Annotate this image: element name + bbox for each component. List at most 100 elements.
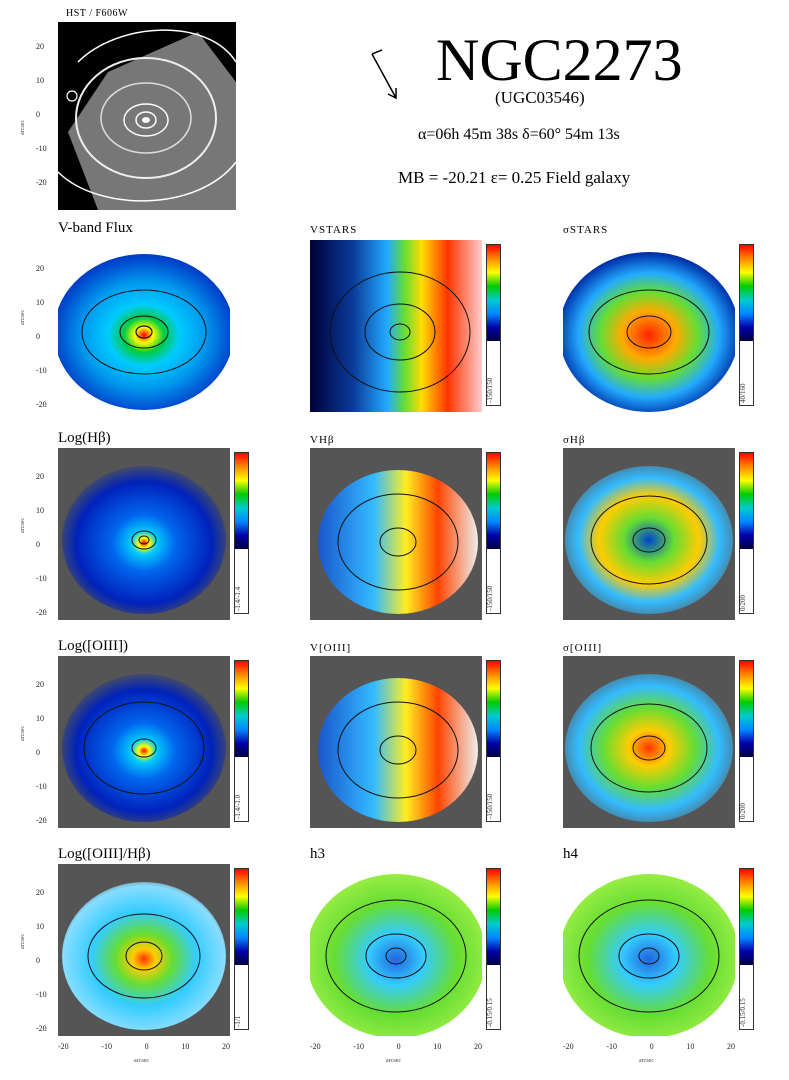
ytick: 0 — [36, 956, 40, 965]
yticks-row1: 20 10 0 -10 -20 — [36, 252, 47, 422]
ylabel-row3: arcsec — [20, 726, 26, 741]
map-voiii-svg — [310, 656, 482, 828]
ytick: -20 — [36, 400, 47, 409]
map-vstars-svg — [310, 240, 482, 412]
hst-image-svg — [58, 22, 236, 210]
colorbar-range-loghb: -1.4/-1.4 — [234, 586, 242, 611]
ylabel-hst: arcsec — [20, 120, 26, 135]
panel-title-vstars: VSTARS — [310, 224, 358, 236]
panel-title-sighb: σHβ — [563, 434, 586, 446]
hst-label: HST / F606W — [66, 8, 128, 19]
map-ratio — [58, 864, 230, 1036]
colorbar-range-ratio: -1/1 — [234, 1015, 242, 1027]
colorbar-range-vhb: -150/150 — [486, 585, 494, 611]
colorbar-range-h3: -0.15/0.15 — [486, 998, 494, 1027]
hst-image — [58, 22, 236, 210]
map-h4 — [563, 864, 735, 1036]
ylabel-row4: arcsec — [20, 934, 26, 949]
yticks-hst: 20 10 0 -10 -20 — [36, 30, 47, 200]
map-loghb-svg — [58, 448, 230, 620]
xtick: 0 — [396, 1042, 401, 1051]
panel-title-h4: h4 — [563, 846, 578, 862]
xtick: 20 — [726, 1042, 735, 1051]
colorbar-logoiii: -1.4/-1.0 — [234, 660, 249, 822]
map-loghb — [58, 448, 230, 620]
map-sighb-svg — [563, 448, 735, 620]
colorbar-range-voiii: -150/150 — [486, 793, 494, 819]
map-sigoiii-svg — [563, 656, 735, 828]
ytick: -10 — [36, 782, 47, 791]
galaxy-name: NGC2273 — [436, 27, 683, 93]
ytick: -10 — [36, 990, 47, 999]
colorbar-range-logoiii: -1.4/-1.0 — [234, 794, 242, 819]
xticks-col3: -20 -10 0 10 20 — [563, 1042, 735, 1051]
ytick: 20 — [36, 888, 44, 897]
ytick: 10 — [36, 506, 44, 515]
ytick: -10 — [36, 574, 47, 583]
map-vhb — [310, 448, 482, 620]
colorbar-range-vstars: -150/150 — [486, 377, 494, 403]
yticks-row3: 20 10 0 -10 -20 — [36, 668, 47, 838]
xtick: 0 — [649, 1042, 654, 1051]
map-h3-svg — [310, 864, 482, 1036]
colorbar-vhb: -150/150 — [486, 452, 501, 614]
ytick: 20 — [36, 680, 44, 689]
orientation-arrow — [371, 49, 397, 100]
ylabel-row1: arcsec — [20, 310, 26, 325]
panel-title-voiii: V[OIII] — [310, 642, 352, 654]
xlabel-col3: arcsec — [639, 1058, 654, 1064]
xtick: -20 — [310, 1042, 321, 1051]
yticks-row4: 20 10 0 -10 -20 — [36, 876, 47, 1046]
xtick: 10 — [433, 1042, 442, 1051]
map-sigstars — [563, 240, 735, 412]
map-logoiii-svg — [58, 656, 230, 828]
xticks-col1: -20 -10 0 10 20 — [58, 1042, 230, 1051]
ylabel-row2: arcsec — [20, 518, 26, 533]
panel-title-loghb: Log(Hβ) — [58, 430, 111, 446]
panel-title-h3: h3 — [310, 846, 325, 862]
ytick: -10 — [36, 366, 47, 375]
colorbar-vstars: -150/150 — [486, 244, 501, 406]
panel-title-sigstars: σSTARS — [563, 224, 609, 236]
colorbar-range-sigoiii: 0/200 — [739, 803, 747, 819]
map-vband-svg — [58, 240, 230, 412]
map-sighb — [563, 448, 735, 620]
panel-title-vhb: VHβ — [310, 434, 335, 446]
panel-title-sigoiii: σ[OIII] — [563, 642, 603, 654]
xtick: 0 — [144, 1042, 149, 1051]
map-h4-svg — [563, 864, 735, 1036]
map-vhb-svg — [310, 448, 482, 620]
xticks-col2: -20 -10 0 10 20 — [310, 1042, 482, 1051]
ytick: 10 — [36, 714, 44, 723]
xtick: -20 — [563, 1042, 574, 1051]
xlabel-col2: arcsec — [386, 1058, 401, 1064]
galaxy-coordinates: α=06h 45m 38s δ=60° 54m 13s — [418, 126, 620, 143]
colorbar-range-h4: -0.15/0.15 — [739, 998, 747, 1027]
ytick: 0 — [36, 110, 40, 119]
ytick: 0 — [36, 540, 40, 549]
ytick: 0 — [36, 748, 40, 757]
panel-title-logoiii: Log([OIII]) — [58, 638, 128, 654]
colorbar-sighb: 0/200 — [739, 452, 754, 614]
colorbar-sigstars: 40/160 — [739, 244, 754, 406]
map-logoiii — [58, 656, 230, 828]
ytick: -20 — [36, 1024, 47, 1033]
ytick: 10 — [36, 298, 44, 307]
map-sigstars-svg — [563, 240, 735, 412]
xlabel-col1: arcsec — [134, 1058, 149, 1064]
colorbar-range-sighb: 0/200 — [739, 595, 747, 611]
ytick: -20 — [36, 816, 47, 825]
colorbar-ratio: -1/1 — [234, 868, 249, 1030]
map-sigoiii — [563, 656, 735, 828]
xtick: -10 — [101, 1042, 112, 1051]
ytick: -10 — [36, 144, 47, 153]
colorbar-range-sigstars: 40/160 — [739, 383, 747, 403]
ytick: 20 — [36, 42, 44, 51]
ytick: 20 — [36, 264, 44, 273]
xtick: 10 — [181, 1042, 190, 1051]
xtick: -10 — [606, 1042, 617, 1051]
ytick: 0 — [36, 332, 40, 341]
galaxy-alt-name: (UGC03546) — [495, 88, 585, 107]
colorbar-loghb: -1.4/-1.4 — [234, 452, 249, 614]
